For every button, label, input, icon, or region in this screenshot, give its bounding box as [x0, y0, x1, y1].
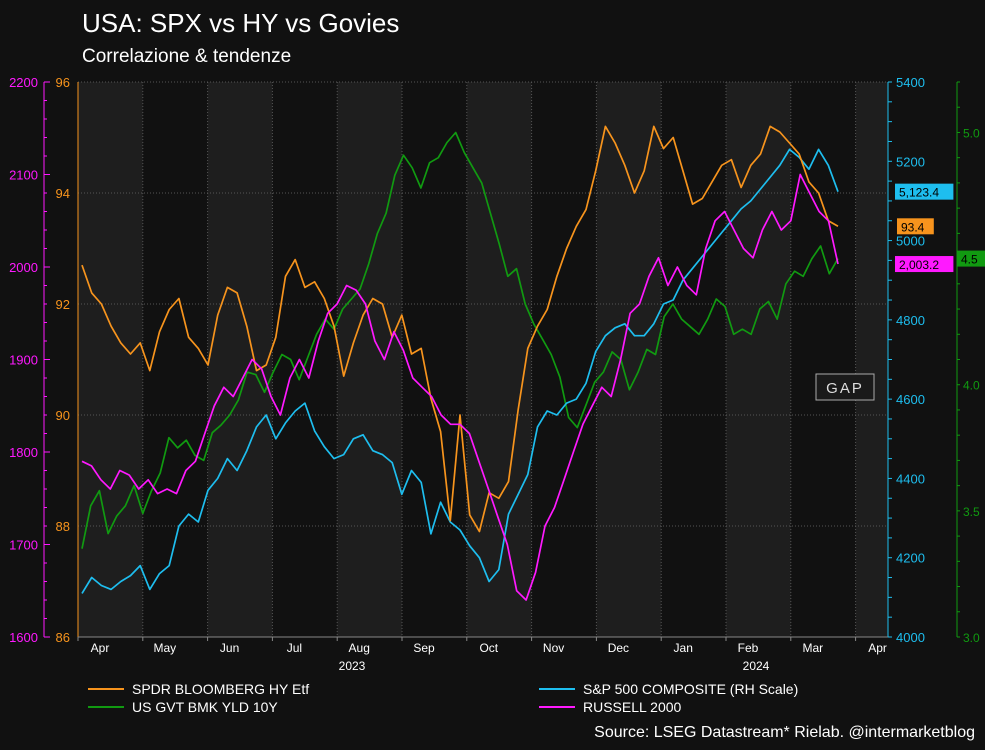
- x-axis-tick-label: Oct: [479, 641, 498, 655]
- x-axis-tick-label: Jul: [287, 641, 302, 655]
- last-value-tag-spx: [895, 183, 954, 200]
- spx-axis-tick-label: 5400: [896, 75, 925, 90]
- gap-annotation-box: [815, 373, 875, 401]
- x-axis-tick-label: Dec: [608, 641, 629, 655]
- legend-swatch-hy: [88, 688, 124, 690]
- last-value-text-rut: 2,003.2: [899, 258, 939, 272]
- year-label-2023: 2023: [339, 659, 366, 673]
- legend-swatch-spx: [539, 688, 575, 690]
- x-axis-tick-label: Apr: [868, 641, 887, 655]
- rut-axis-tick-label: 1600: [9, 630, 38, 645]
- last-value-tag-yld: [957, 250, 985, 267]
- x-axis-tick-label: Nov: [543, 641, 564, 655]
- rut-axis-tick-label: 2200: [9, 75, 38, 90]
- legend-item-rut: RUSSELL 2000: [539, 699, 681, 715]
- last-value-tag-hy: [897, 218, 934, 235]
- x-axis-tick-label: Feb: [738, 641, 759, 655]
- legend-label-rut: RUSSELL 2000: [583, 699, 682, 715]
- month-band: [596, 82, 662, 637]
- spx-axis-tick-label: 4200: [896, 551, 925, 566]
- legend-label-yld: US GVT BMK YLD 10Y: [132, 699, 278, 715]
- month-band: [207, 82, 273, 637]
- series-lines: [81, 125, 839, 601]
- spx-axis-tick-label: 4800: [896, 313, 925, 328]
- legend-swatch-yld: [88, 706, 124, 708]
- hy-axis-tick-label: 86: [56, 630, 70, 645]
- hy-axis-tick-label: 96: [56, 75, 70, 90]
- yld-axis-tick-label: 3.0: [963, 631, 980, 645]
- x-axis-tick-label: Mar: [802, 641, 823, 655]
- last-value-tags: 5,123.4 93.4 2,003.2 4.5 GAP: [815, 183, 985, 401]
- year-label-2024: 2024: [743, 659, 770, 673]
- source-note: Source: LSEG Datastream* Rielab. @interm…: [594, 724, 975, 741]
- hy-axis-tick-label: 90: [56, 408, 70, 423]
- spx-axis-tick-label: 5200: [896, 154, 925, 169]
- series-line-rut: [81, 173, 839, 601]
- hy-axis-tick-label: 88: [56, 519, 70, 534]
- x-axis-tick-label: Jan: [674, 641, 693, 655]
- x-axis-tick-label: May: [153, 641, 176, 655]
- last-value-text-yld: 4.5: [961, 253, 978, 267]
- yld-axis-tick-label: 4.0: [963, 379, 980, 393]
- legend-swatch-rut: [539, 706, 575, 708]
- yld-axis-tick-label: 5.0: [963, 126, 980, 140]
- x-axis-tick-label: Aug: [349, 641, 370, 655]
- gap-annotation-text: GAP: [826, 380, 864, 397]
- chart-subtitle: Correlazione & tendenze: [82, 46, 292, 67]
- series-line-yld: [81, 131, 839, 549]
- spx-axis-tick-label: 4000: [896, 630, 925, 645]
- month-band: [726, 82, 791, 637]
- legend-label-spx: S&P 500 COMPOSITE (RH Scale): [583, 681, 799, 697]
- hy-axis-tick-label: 94: [56, 186, 70, 201]
- x-axis-tick-label: Apr: [91, 641, 110, 655]
- month-band: [78, 82, 143, 637]
- legend-label-hy: SPDR BLOOMBERG HY Etf: [132, 681, 310, 697]
- hy-axis-tick-label: 92: [56, 297, 70, 312]
- rut-axis-tick-label: 2000: [9, 260, 38, 275]
- x-axis-tick-label: Jun: [220, 641, 239, 655]
- series-line-spx: [81, 148, 839, 594]
- rut-axis-tick-label: 2100: [9, 168, 38, 183]
- rut-axis-tick-label: 1800: [9, 445, 38, 460]
- rut-axis-tick-label: 1700: [9, 538, 38, 553]
- legend-item-hy: SPDR BLOOMBERG HY Etf: [88, 681, 309, 697]
- spx-axis-tick-label: 4600: [896, 392, 925, 407]
- spx-axis-tick-label: 5000: [896, 234, 925, 249]
- chart-title: USA: SPX vs HY vs Govies: [82, 8, 400, 38]
- last-value-text-spx: 5,123.4: [899, 186, 939, 200]
- alternating-month-bands: [78, 82, 888, 637]
- month-band: [337, 82, 402, 637]
- last-value-tag-rut: [895, 256, 954, 273]
- legend-item-spx: S&P 500 COMPOSITE (RH Scale): [539, 681, 798, 697]
- rut-axis-tick-label: 1900: [9, 353, 38, 368]
- spx-axis-tick-label: 4400: [896, 471, 925, 486]
- last-value-text-hy: 93.4: [901, 220, 925, 234]
- x-axis-tick-label: Sep: [413, 641, 435, 655]
- month-band: [855, 82, 888, 637]
- yld-axis-tick-label: 3.5: [963, 505, 980, 519]
- series-line-hy: [81, 125, 839, 533]
- legend-item-yld: US GVT BMK YLD 10Y: [88, 699, 278, 715]
